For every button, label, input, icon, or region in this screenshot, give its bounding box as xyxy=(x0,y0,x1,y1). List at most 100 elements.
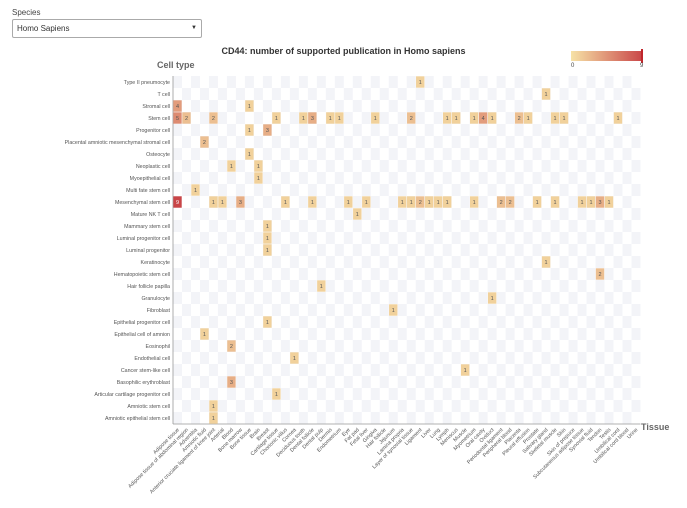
empty-cell xyxy=(415,112,425,124)
empty-cell xyxy=(613,184,623,196)
cell-value-label: 1 xyxy=(248,152,251,158)
empty-cell xyxy=(514,268,524,280)
empty-cell xyxy=(190,316,200,328)
cell-value-label: 1 xyxy=(491,116,494,122)
empty-cell xyxy=(235,376,245,388)
heatmap-cell xyxy=(263,232,272,244)
empty-cell xyxy=(397,352,407,364)
empty-cell xyxy=(343,376,353,388)
empty-cell xyxy=(460,124,470,136)
cell-value-label: 2 xyxy=(203,140,206,146)
heatmap-cell xyxy=(514,112,524,124)
empty-cell xyxy=(514,316,524,328)
empty-cell xyxy=(478,172,488,184)
empty-cell xyxy=(190,244,200,256)
empty-cell xyxy=(523,208,533,220)
empty-cell xyxy=(604,100,614,112)
heatmap-cell xyxy=(209,112,218,124)
empty-cell xyxy=(613,304,623,316)
empty-cell xyxy=(379,136,389,148)
y-tick-label: Articular cartilage progenitor cell xyxy=(94,392,170,398)
empty-cell xyxy=(487,160,497,172)
heatmap-cell xyxy=(245,124,254,136)
empty-cell xyxy=(469,232,479,244)
empty-cell xyxy=(253,304,263,316)
empty-cell xyxy=(487,136,497,148)
empty-cell xyxy=(631,256,641,268)
empty-cell xyxy=(505,208,515,220)
cell-value-label: 1 xyxy=(221,200,224,206)
empty-cell xyxy=(595,184,605,196)
empty-cell xyxy=(316,148,326,160)
empty-cell xyxy=(244,220,254,232)
empty-cell xyxy=(271,160,281,172)
empty-cell xyxy=(424,412,434,424)
cell-value-label: 2 xyxy=(518,116,521,122)
empty-cell xyxy=(190,364,200,376)
y-tick-label: Osteocyte xyxy=(146,152,170,158)
empty-cell xyxy=(532,172,542,184)
empty-cell xyxy=(370,412,380,424)
empty-cell xyxy=(379,400,389,412)
empty-cell xyxy=(208,340,218,352)
empty-cell xyxy=(397,88,407,100)
empty-cell xyxy=(388,124,398,136)
cell-value-label: 1 xyxy=(419,80,422,86)
empty-cell xyxy=(307,136,317,148)
empty-cell xyxy=(370,172,380,184)
empty-cell xyxy=(271,88,281,100)
empty-cell xyxy=(253,376,263,388)
empty-cell xyxy=(343,232,353,244)
species-select[interactable]: Homo Sapiens ▼ xyxy=(12,19,202,38)
empty-cell xyxy=(631,208,641,220)
empty-cell xyxy=(433,400,443,412)
empty-cell xyxy=(604,292,614,304)
empty-cell xyxy=(208,124,218,136)
empty-cell xyxy=(415,88,425,100)
empty-cell xyxy=(181,184,191,196)
empty-cell xyxy=(208,220,218,232)
heatmap-cell xyxy=(272,388,281,400)
empty-cell xyxy=(478,148,488,160)
empty-cell xyxy=(631,184,641,196)
empty-cell xyxy=(334,244,344,256)
empty-cell xyxy=(631,160,641,172)
empty-cell xyxy=(451,184,461,196)
cell-value-label: 1 xyxy=(275,116,278,122)
empty-cell xyxy=(325,256,335,268)
empty-cell xyxy=(235,304,245,316)
cell-value-label: 1 xyxy=(329,116,332,122)
empty-cell xyxy=(568,292,578,304)
heatmap-cell xyxy=(335,112,344,124)
cell-value-label: 1 xyxy=(446,200,449,206)
empty-cell xyxy=(253,328,263,340)
heatmap-cell xyxy=(209,412,218,424)
empty-cell xyxy=(478,244,488,256)
cell-value-label: 2 xyxy=(185,116,188,122)
empty-cell xyxy=(541,400,551,412)
empty-cell xyxy=(559,256,569,268)
empty-cell xyxy=(343,352,353,364)
empty-cell xyxy=(262,100,272,112)
cell-value-label: 1 xyxy=(437,200,440,206)
chart-title: CD44: number of supported publication in… xyxy=(221,46,466,56)
cell-value-label: 1 xyxy=(266,320,269,326)
empty-cell xyxy=(181,160,191,172)
empty-cell xyxy=(199,352,209,364)
empty-cell xyxy=(361,328,371,340)
empty-cell xyxy=(235,208,245,220)
legend-min-label: 0 xyxy=(571,63,575,69)
empty-cell xyxy=(208,316,218,328)
empty-cell xyxy=(352,76,362,88)
empty-cell xyxy=(487,88,497,100)
empty-cell xyxy=(280,220,290,232)
empty-cell xyxy=(442,340,452,352)
empty-cell xyxy=(604,268,614,280)
heatmap-cell xyxy=(308,112,317,124)
empty-cell xyxy=(361,304,371,316)
empty-cell xyxy=(424,292,434,304)
empty-cell xyxy=(496,292,506,304)
empty-cell xyxy=(541,280,551,292)
empty-cell xyxy=(406,340,416,352)
empty-cell xyxy=(244,196,254,208)
